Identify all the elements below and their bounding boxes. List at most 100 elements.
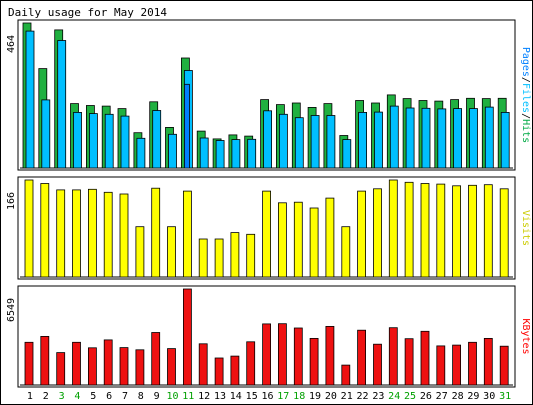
- bar-visits-day-21: [341, 226, 351, 278]
- bar-kbytes-day-4: [72, 341, 81, 386]
- bar-visits-day-7: [119, 193, 129, 278]
- bar-visits-day-13: [214, 238, 224, 278]
- bar-kbytes-day-22: [357, 329, 367, 386]
- legend-entry: Visits: [520, 210, 531, 246]
- x-tick-label-day-9: 9: [154, 391, 160, 402]
- bar-kbytes-day-17: [277, 323, 287, 386]
- bar-visits-day-10: [167, 226, 176, 278]
- x-tick-label-day-15: 15: [246, 391, 258, 402]
- bar-kbytes-day-10: [167, 348, 176, 386]
- x-tick-label-day-19: 19: [309, 391, 321, 402]
- bar-kbytes-day-12: [198, 343, 208, 386]
- x-tick-label-day-14: 14: [230, 391, 242, 402]
- x-tick-label-day-13: 13: [214, 391, 226, 402]
- bar-files-day-2: [41, 99, 51, 169]
- bar-visits-day-25: [404, 181, 414, 278]
- bar-files-day-14: [231, 139, 241, 169]
- bar-kbytes-day-2: [40, 335, 50, 386]
- y-max-label: 166: [6, 192, 17, 210]
- bar-kbytes-day-13: [214, 357, 224, 386]
- x-tick-label-day-29: 29: [467, 391, 479, 402]
- bar-files-day-29: [469, 108, 478, 169]
- bar-files-day-20: [326, 115, 336, 169]
- bar-visits-day-14: [230, 232, 240, 278]
- bar-visits-day-28: [452, 185, 462, 278]
- x-tick-label-day-3: 3: [59, 391, 65, 402]
- bar-visits-day-1: [24, 179, 34, 278]
- legend-entry: Pages: [520, 47, 531, 77]
- bar-files-day-7: [120, 115, 130, 169]
- bar-kbytes-day-15: [246, 341, 256, 386]
- bar-files-day-25: [405, 107, 415, 169]
- y-max-label: 464: [6, 35, 17, 53]
- bar-visits-day-18: [293, 201, 303, 278]
- panel-visits: 166 Visits: [6, 176, 531, 280]
- bar-visits-day-24: [388, 179, 398, 278]
- bar-visits-day-4: [72, 189, 81, 278]
- bar-files-day-17: [278, 113, 288, 169]
- bar-kbytes-day-28: [452, 344, 462, 386]
- panel-pages-files-hits: 464 Pages/Files/Hits: [6, 19, 531, 171]
- x-tick-label-day-28: 28: [452, 391, 464, 402]
- bar-files-day-6: [104, 113, 114, 169]
- bar-kbytes-day-7: [119, 347, 129, 386]
- bar-visits-day-31: [499, 188, 509, 278]
- bar-visits-day-11: [182, 190, 192, 278]
- x-tick-label-day-2: 2: [43, 391, 49, 402]
- bar-kbytes-day-3: [56, 352, 66, 386]
- bar-files-day-31: [500, 112, 510, 169]
- bar-kbytes-day-14: [230, 355, 240, 386]
- bar-kbytes-day-9: [151, 332, 161, 386]
- x-tick-label-day-1: 1: [27, 391, 33, 402]
- bar-visits-day-19: [309, 207, 319, 278]
- bar-visits-day-30: [483, 184, 493, 278]
- legend: Visits: [520, 210, 531, 246]
- x-tick-label-day-21: 21: [341, 391, 353, 402]
- x-tick-label-day-27: 27: [436, 391, 448, 402]
- bar-kbytes-day-21: [341, 364, 351, 386]
- bar-files-day-16: [263, 110, 273, 169]
- bar-files-day-26: [421, 107, 431, 169]
- bar-visits-day-29: [468, 184, 477, 278]
- legend: Pages/Files/Hits: [520, 47, 531, 143]
- bar-visits-day-3: [56, 189, 66, 278]
- bar-visits-day-23: [373, 188, 382, 278]
- bar-files-day-27: [437, 108, 447, 169]
- bar-files-day-13: [215, 140, 225, 169]
- bar-kbytes-day-11: [182, 288, 192, 386]
- x-tick-label-day-6: 6: [106, 391, 112, 402]
- bar-kbytes-day-26: [420, 330, 430, 386]
- bar-kbytes-day-23: [373, 343, 382, 386]
- bar-kbytes-day-29: [468, 341, 477, 386]
- bar-visits-day-17: [277, 202, 287, 278]
- x-tick-label-day-26: 26: [420, 391, 432, 402]
- x-tick-label-day-18: 18: [293, 391, 305, 402]
- x-tick-label-day-11: 11: [182, 391, 194, 402]
- x-tick-label-day-12: 12: [198, 391, 210, 402]
- bar-files-day-28: [453, 108, 463, 169]
- bar-kbytes-day-31: [499, 345, 509, 386]
- bar-files-day-10: [168, 133, 177, 169]
- bar-files-day-5: [89, 113, 98, 169]
- bar-files-day-30: [484, 106, 494, 169]
- bar-files-day-18: [294, 117, 304, 169]
- x-tick-label-day-7: 7: [122, 391, 128, 402]
- x-tick-label-day-17: 17: [277, 391, 289, 402]
- bar-files-day-21: [342, 139, 352, 169]
- x-tick-label-day-25: 25: [404, 391, 416, 402]
- bar-files-day-1: [25, 30, 35, 169]
- bar-visits-day-16: [262, 190, 272, 278]
- bar-files-day-19: [310, 115, 320, 169]
- x-tick-label-day-16: 16: [261, 391, 273, 402]
- legend-entry: /: [520, 77, 531, 83]
- bar-visits-day-20: [325, 197, 335, 278]
- legend-entry: Hits: [520, 119, 531, 143]
- x-tick-label-day-5: 5: [90, 391, 96, 402]
- legend-entry: /: [520, 113, 531, 119]
- bar-visits-day-27: [436, 183, 446, 278]
- bar-files-day-22: [358, 112, 368, 169]
- x-tick-label-day-10: 10: [166, 391, 178, 402]
- chart-title: Daily usage for May 2014: [8, 6, 167, 19]
- bar-kbytes-day-6: [103, 339, 113, 386]
